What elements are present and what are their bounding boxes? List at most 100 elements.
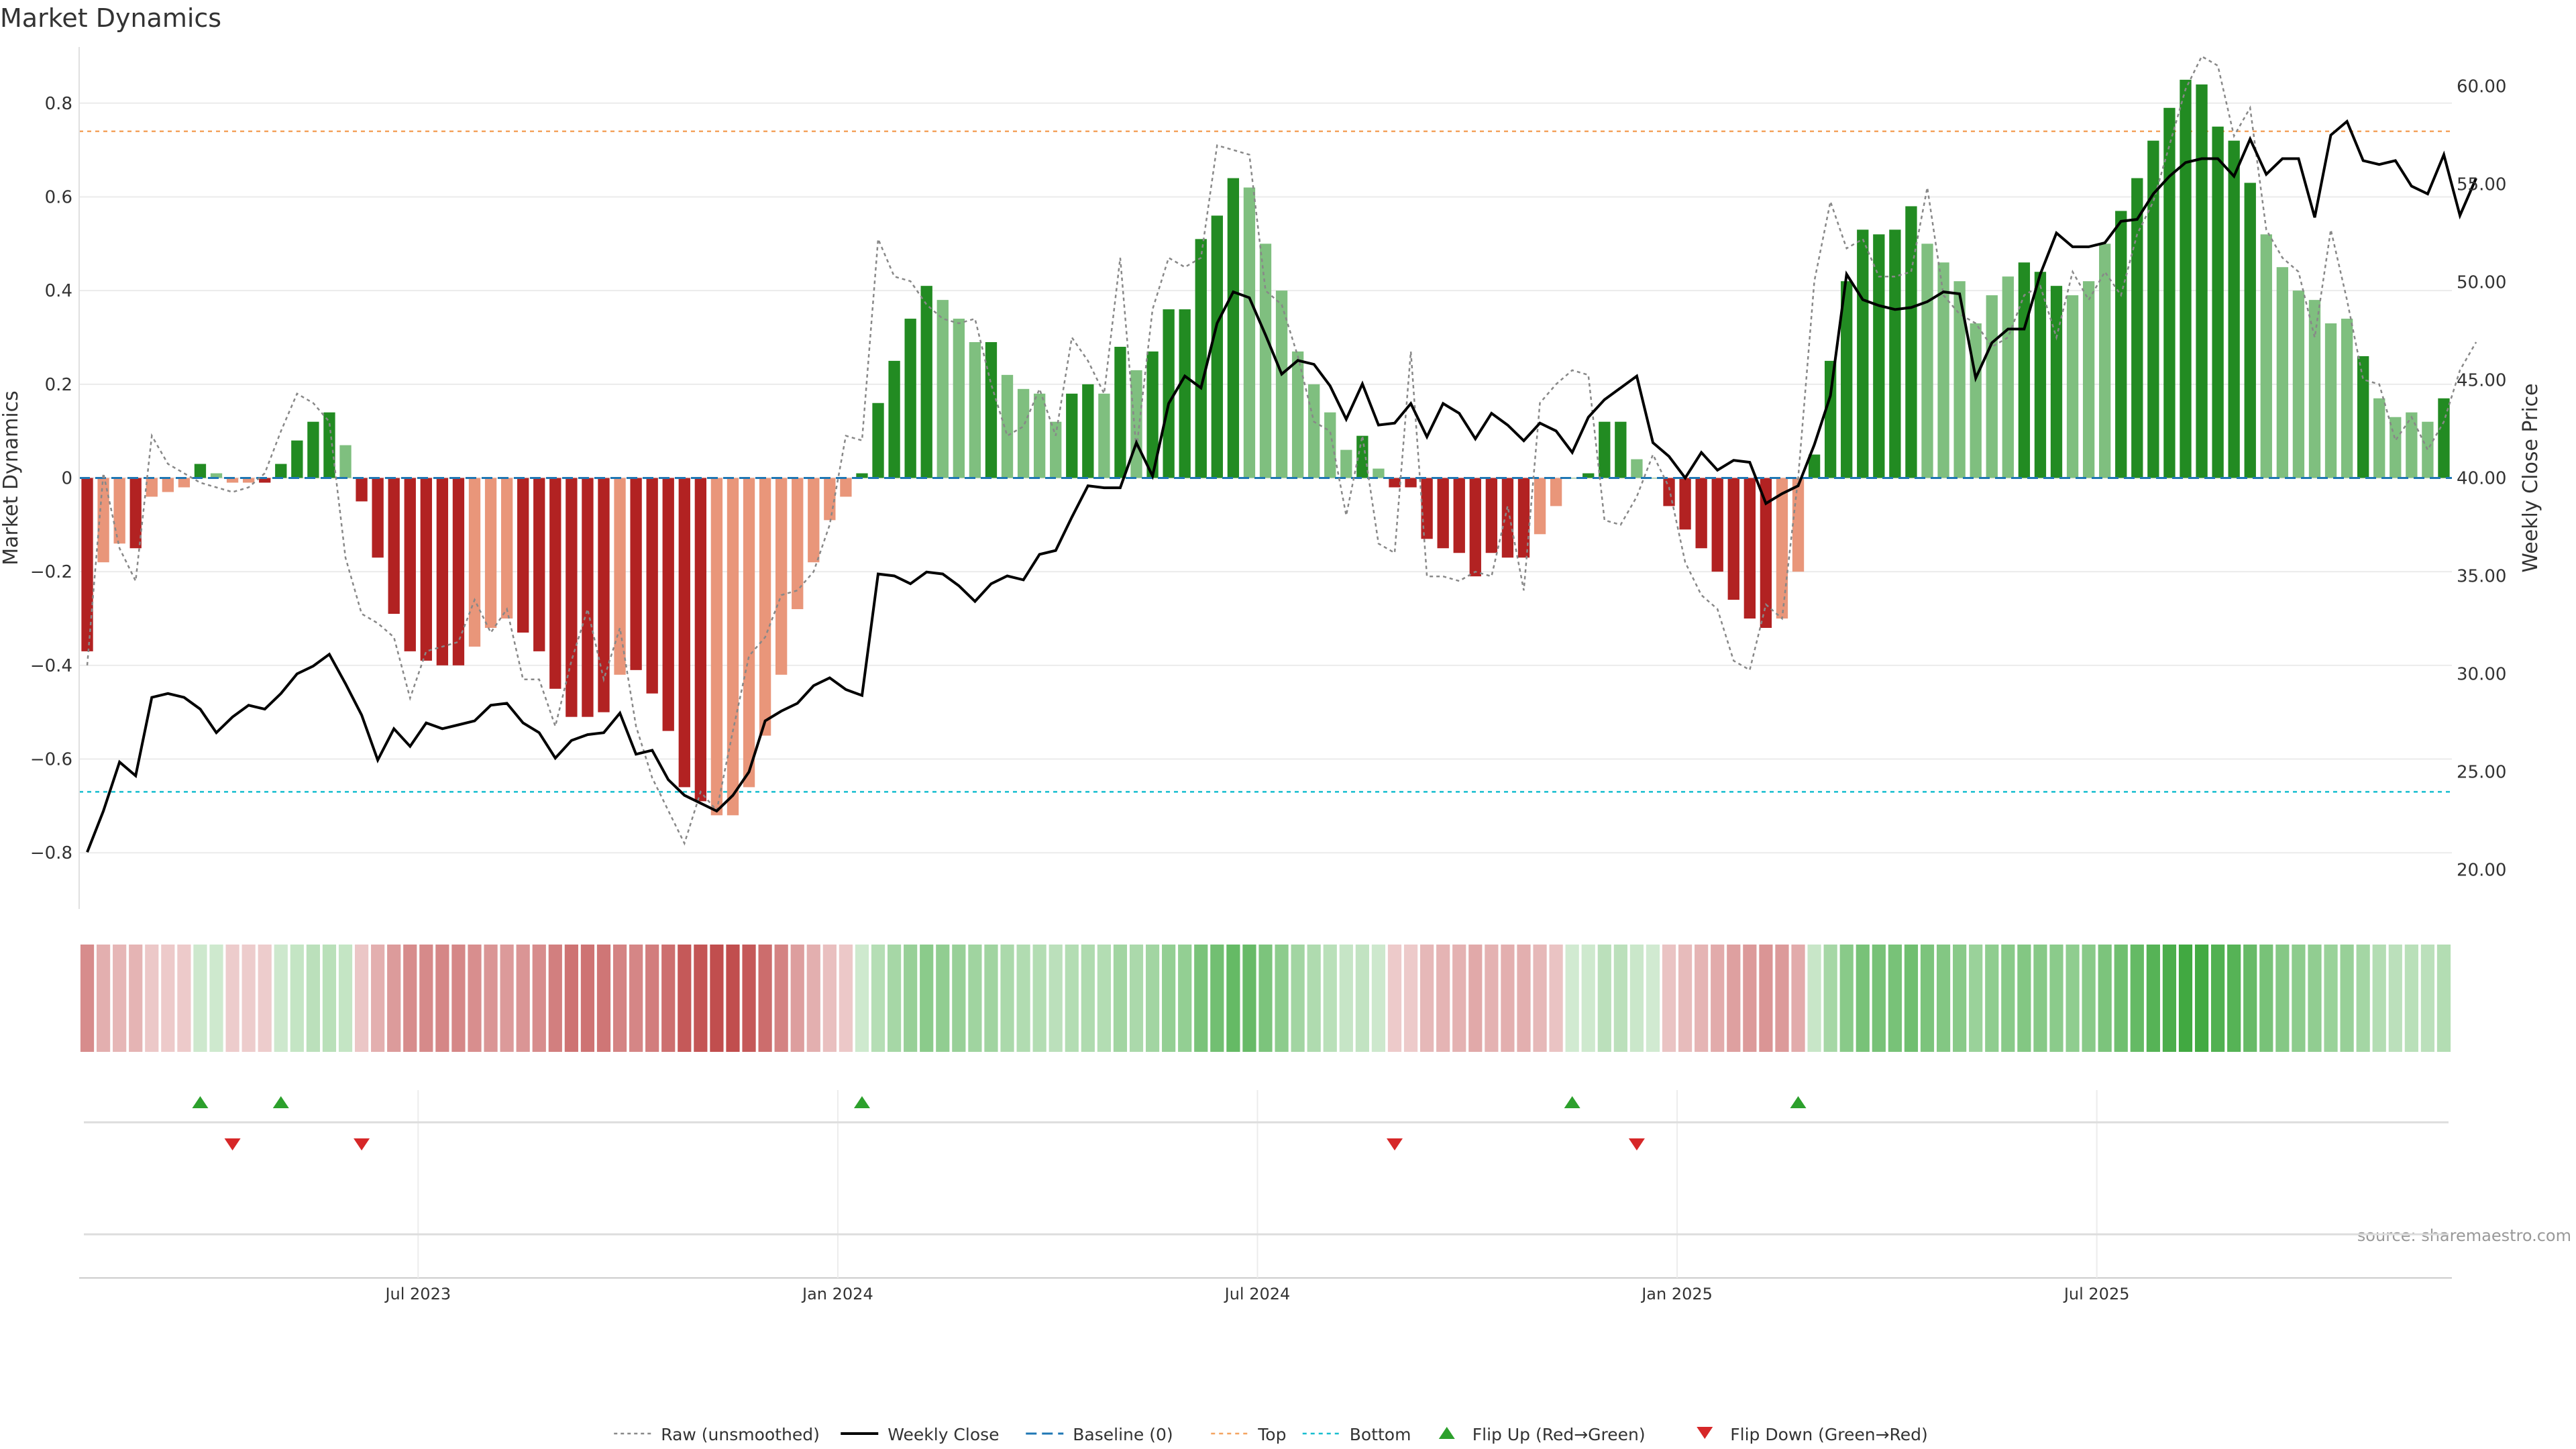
heat-cell <box>2017 945 2031 1052</box>
dynamics-bar <box>920 286 932 478</box>
heat-cell <box>564 945 578 1052</box>
dynamics-bar <box>2390 417 2402 478</box>
dynamics-bar <box>1421 478 1433 539</box>
heat-cell <box>306 945 320 1052</box>
heat-cell <box>371 945 385 1052</box>
dynamics-bar <box>404 478 416 651</box>
heat-cell <box>855 945 869 1052</box>
heat-cell <box>806 945 820 1052</box>
y-left-tick-label: −0.8 <box>30 843 72 863</box>
heat-cell <box>1597 945 1611 1052</box>
dynamics-bar <box>2099 244 2111 478</box>
flip-markers-panel <box>84 1090 2449 1278</box>
dynamics-bar <box>1695 478 1707 549</box>
dynamics-bar <box>1259 244 1272 478</box>
heat-cell <box>774 945 788 1052</box>
heat-cell <box>500 945 514 1052</box>
dynamics-bar <box>242 478 255 483</box>
heat-cell <box>209 945 223 1052</box>
legend-item: Baseline (0) <box>1026 1425 1173 1444</box>
heat-cell <box>1371 945 1386 1052</box>
heat-cell <box>1695 945 1709 1052</box>
heat-cell <box>1452 945 1466 1052</box>
heat-cell <box>2388 945 2402 1052</box>
dynamics-bar <box>1889 229 1901 478</box>
y-right-tick-label: 55.00 <box>2457 174 2506 195</box>
heat-cell <box>871 945 885 1052</box>
heat-cell <box>2292 945 2306 1052</box>
legend-item: Bottom <box>1302 1425 1411 1444</box>
dynamics-bar <box>2034 272 2047 478</box>
heat-cell <box>1839 945 1854 1052</box>
dynamics-bar <box>582 478 594 717</box>
y-left-tick-label: 0.2 <box>45 375 72 395</box>
heat-cell <box>2227 945 2241 1052</box>
heat-cell <box>1162 945 1176 1052</box>
dynamics-bar <box>1114 346 1126 478</box>
heat-cell <box>1791 945 1805 1052</box>
dynamics-bar <box>1760 478 1772 628</box>
heat-cell <box>1339 945 1353 1052</box>
dynamics-bar <box>2115 211 2127 478</box>
dynamics-bar <box>372 478 384 558</box>
dynamics-bar <box>420 478 432 661</box>
heat-cell <box>1775 945 1789 1052</box>
heat-cell <box>468 945 482 1052</box>
dynamics-bar <box>1130 370 1142 478</box>
heat-cell <box>726 945 740 1052</box>
axes-layer: 0.8 0.6 0.4 0.2 0 −0.2 −0.4 −0.6 −0.8 60.00 55.00 5… <box>0 47 2542 1303</box>
y-left-tick-label: −0.4 <box>30 656 72 676</box>
heat-cell <box>2211 945 2225 1052</box>
dynamics-bar <box>2292 290 2305 478</box>
heat-cell <box>645 945 659 1052</box>
dynamics-bar <box>1082 384 1094 478</box>
dynamics-bar <box>162 478 174 492</box>
heat-cell <box>1936 945 1951 1052</box>
heat-cell <box>1065 945 1079 1052</box>
dynamics-bar <box>307 421 319 478</box>
y-right-tick-label: 35.00 <box>2457 567 2506 587</box>
heat-cell <box>2033 945 2047 1052</box>
heat-cell <box>2130 945 2144 1052</box>
heat-cell <box>2308 945 2322 1052</box>
legend-label: Raw (unsmoothed) <box>661 1425 820 1444</box>
dynamics-bar <box>856 473 868 478</box>
flip-down-marker <box>1628 1138 1645 1150</box>
heat-cell <box>2259 945 2273 1052</box>
dynamics-bar <box>1615 421 1627 478</box>
heat-cell <box>532 945 546 1052</box>
dynamics-bar <box>694 478 707 802</box>
heat-cell <box>96 945 111 1052</box>
y-left-tick-label: −0.6 <box>30 750 72 770</box>
dynamics-bar <box>97 478 109 563</box>
dynamics-bar <box>969 341 981 478</box>
heat-cell <box>2082 945 2096 1052</box>
dynamics-bar <box>1485 478 1498 553</box>
heat-cell <box>1436 945 1450 1052</box>
dynamics-bar <box>2438 398 2450 478</box>
heat-cell <box>1549 945 1563 1052</box>
heat-cell <box>225 945 239 1052</box>
heat-cell <box>1629 945 1644 1052</box>
heat-cell <box>1000 945 1014 1052</box>
heat-cell <box>2049 945 2063 1052</box>
heat-cell <box>2340 945 2354 1052</box>
heat-cell <box>1953 945 1967 1052</box>
dynamics-bar <box>1599 421 1611 478</box>
dynamics-bar <box>1389 478 1401 488</box>
flip-up-marker <box>1790 1096 1807 1108</box>
dynamics-bar <box>792 478 804 610</box>
y-right-tick-label: 20.00 <box>2457 861 2506 881</box>
heat-cell <box>1387 945 1402 1052</box>
heat-cell <box>2098 945 2112 1052</box>
y-right-tick-label: 60.00 <box>2457 76 2506 97</box>
dynamics-bar <box>808 478 820 563</box>
dynamics-bar <box>1841 281 1853 478</box>
dynamics-bar <box>1534 478 1546 535</box>
heat-cell <box>1032 945 1046 1052</box>
dynamics-bar <box>1437 478 1449 549</box>
dynamics-bar <box>146 478 158 497</box>
heat-cell <box>258 945 272 1052</box>
heat-cell <box>694 945 708 1052</box>
heat-cell <box>403 945 417 1052</box>
